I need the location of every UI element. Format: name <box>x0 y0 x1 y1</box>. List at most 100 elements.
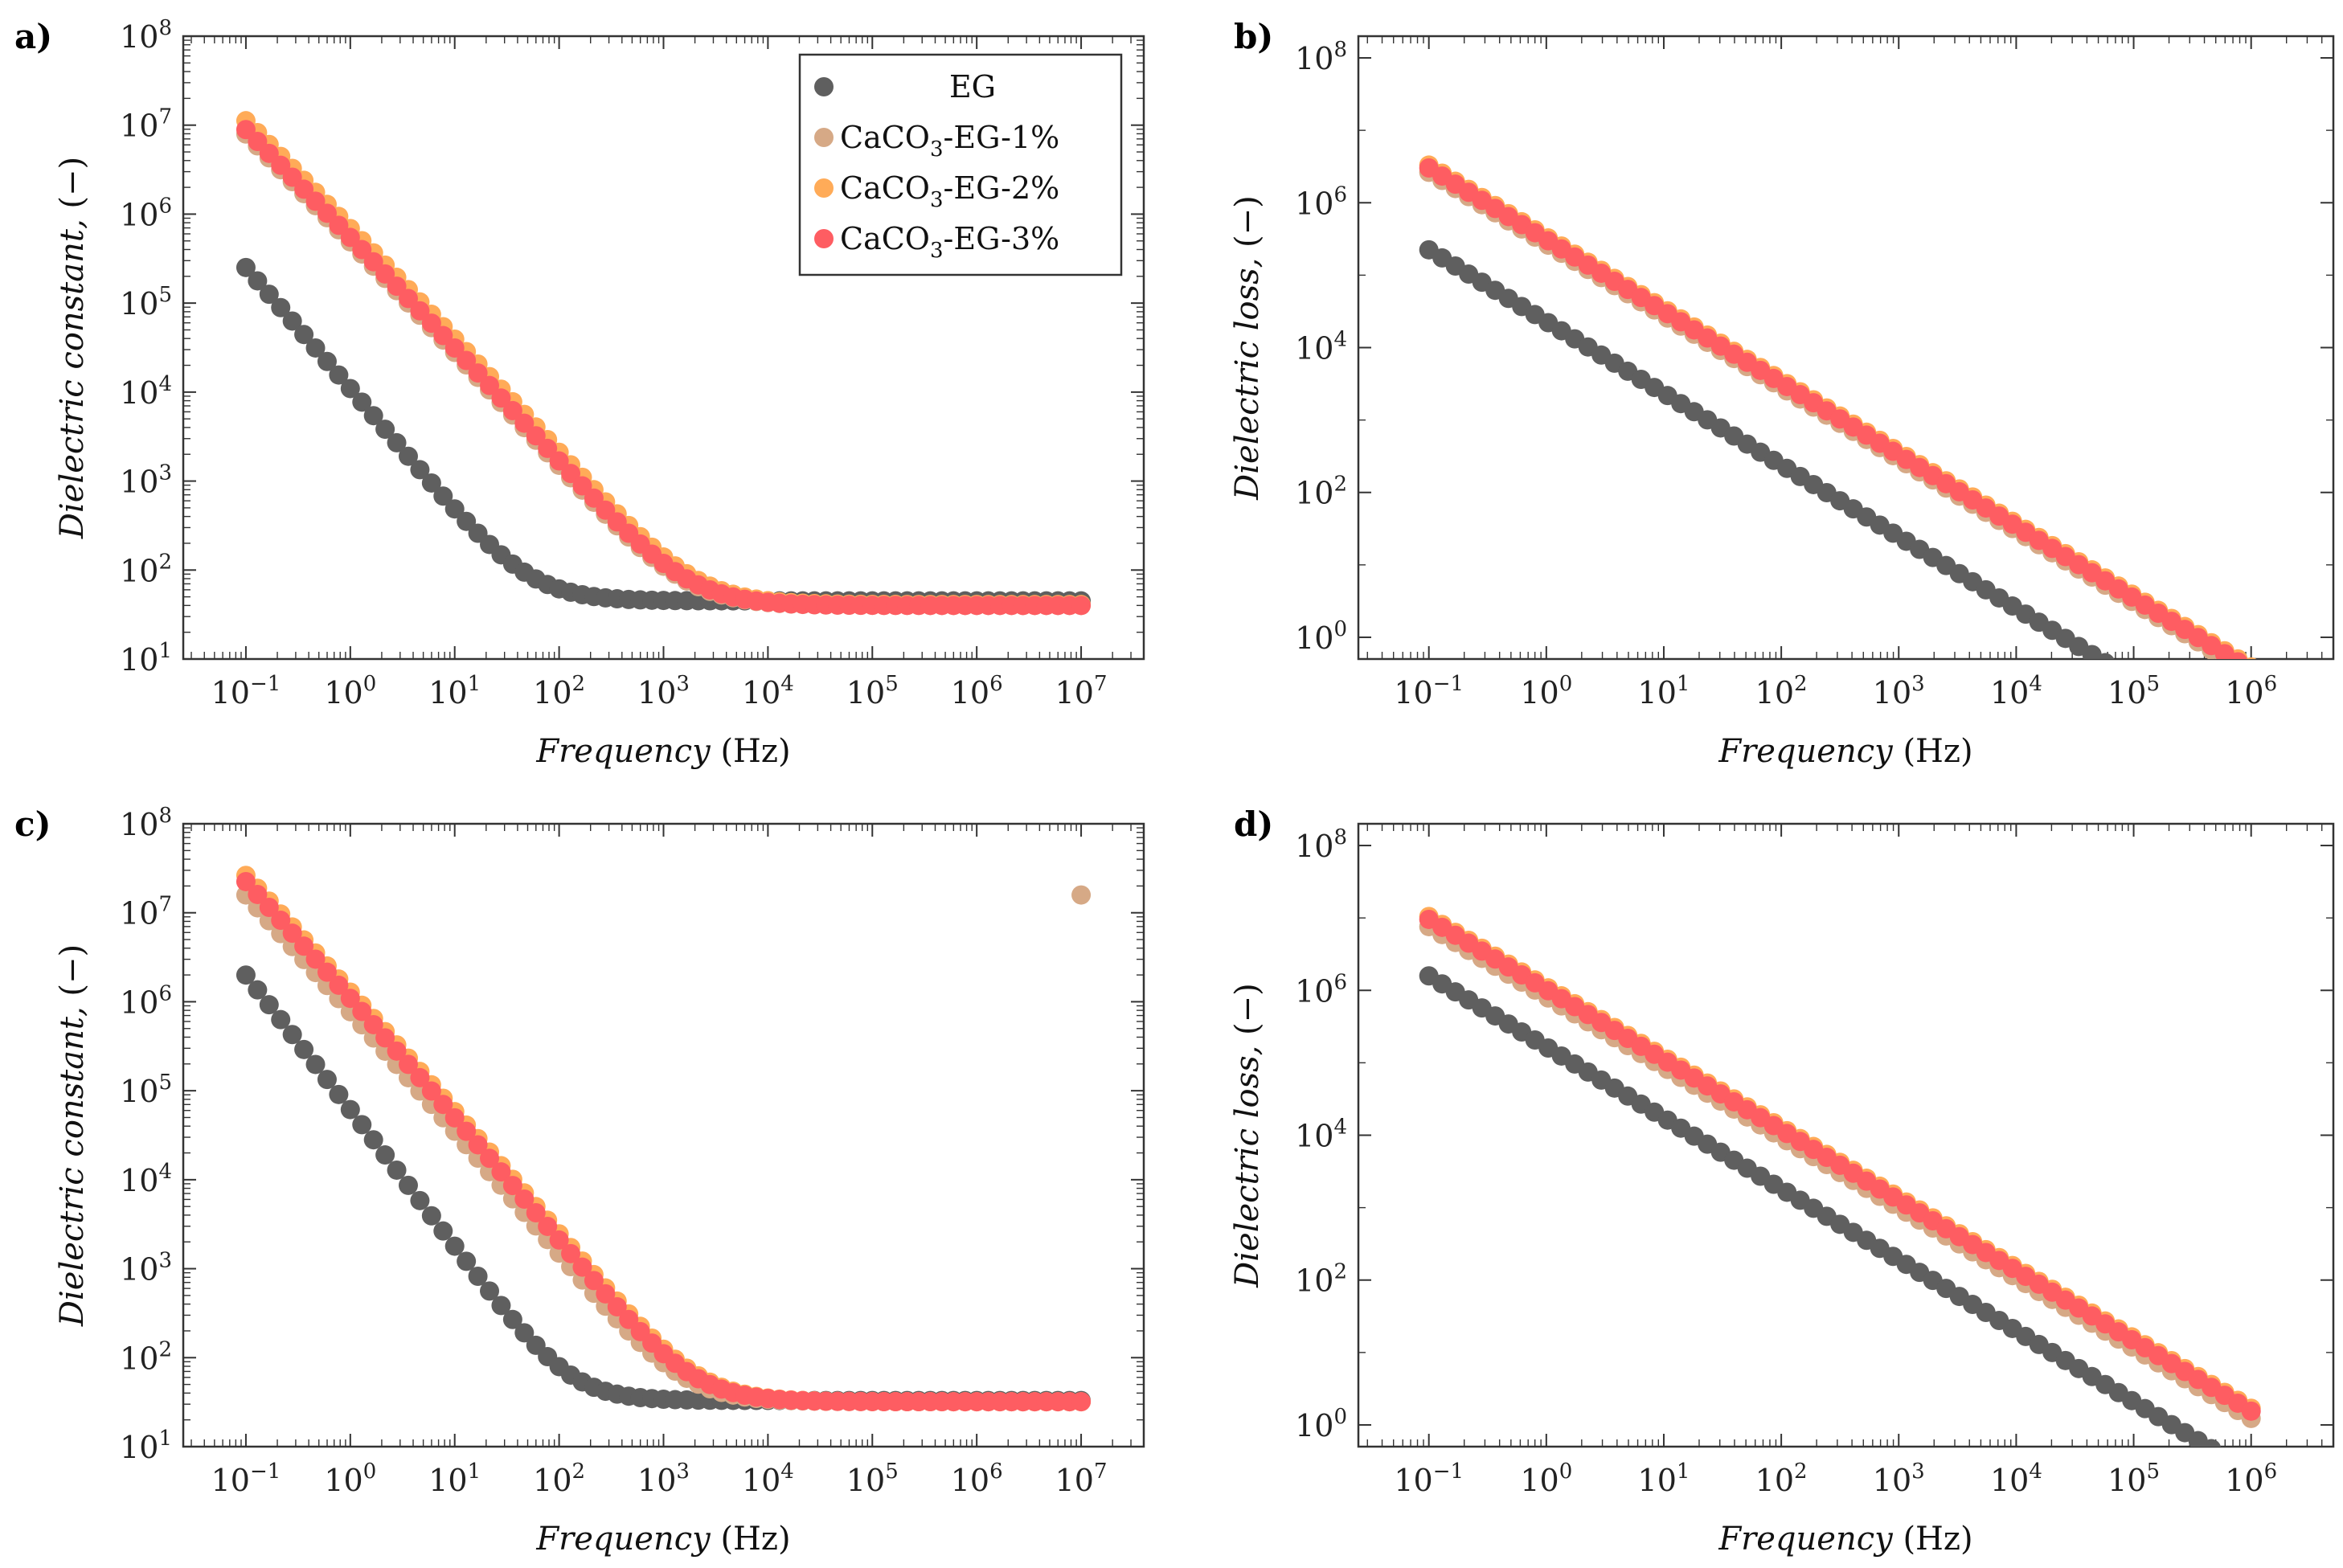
data-point <box>433 486 453 506</box>
data-point <box>329 1084 349 1104</box>
data-point <box>561 1243 581 1263</box>
y-tick-label: 102 <box>120 550 172 588</box>
y-tick-label: 101 <box>120 639 172 678</box>
y-tick-label: 108 <box>1295 825 1347 864</box>
data-point <box>549 1230 569 1250</box>
y-tick-label: 104 <box>120 372 172 411</box>
x-tick-label: 106 <box>951 1460 1003 1498</box>
x-tick-label: 10−1 <box>211 672 281 710</box>
data-point <box>236 965 256 985</box>
data-point <box>457 350 477 371</box>
x-axis-label: Frequency (Hz) <box>1718 1521 1972 1558</box>
data-point <box>1071 885 1092 905</box>
data-point <box>294 179 314 199</box>
data-point <box>352 239 372 260</box>
data-point <box>329 975 349 995</box>
y-tick-label: 108 <box>120 804 172 842</box>
data-point <box>619 1309 639 1329</box>
y-tick-label: 103 <box>120 1249 172 1288</box>
y-tick-label: 102 <box>120 1337 172 1376</box>
data-point <box>2215 726 2234 745</box>
data-point <box>538 438 558 458</box>
data-point <box>375 264 395 284</box>
data-point <box>363 1014 383 1034</box>
data-point <box>607 1297 627 1317</box>
data-point <box>561 464 581 484</box>
data-point <box>2202 718 2221 737</box>
data-point <box>2242 742 2261 761</box>
data-points <box>1419 907 2261 1447</box>
y-tick-label: 104 <box>1295 1116 1347 1154</box>
data-point <box>410 301 430 321</box>
chart-panel-b: b) 10−1 100 101 102 103 104 105 106 100 102 104 106 1… <box>1229 17 2335 770</box>
data-point <box>398 446 418 466</box>
data-point <box>329 365 349 385</box>
x-tick-label: 106 <box>951 672 1003 710</box>
panel-label: a) <box>14 17 52 56</box>
y-tick-label: 107 <box>120 105 172 144</box>
data-point <box>352 1115 372 1135</box>
x-tick-label: 105 <box>846 672 899 710</box>
data-point <box>538 1216 558 1236</box>
data-point <box>410 1067 430 1087</box>
data-point <box>317 351 337 371</box>
legend-marker <box>814 178 834 198</box>
y-tick-label: 106 <box>1295 970 1347 1009</box>
legend: EG CaCO3-EG-1% CaCO3-EG-2% CaCO3-EG-3% <box>798 53 1123 276</box>
data-point <box>387 276 407 297</box>
chart-panel-a: a) 10−1 100 101 102 103 104 105 106 107 101 102 103 1… <box>14 16 1145 770</box>
data-point <box>468 1266 488 1286</box>
data-point <box>387 1041 407 1061</box>
x-tick-label: 102 <box>533 672 585 710</box>
y-axis-label: Dielectric constant, (−) <box>54 944 91 1327</box>
x-tick-label: 102 <box>533 1460 585 1498</box>
x-tick-label: 100 <box>1520 1460 1572 1498</box>
data-point <box>444 499 465 519</box>
y-tick-label: 106 <box>1295 182 1347 221</box>
data-point <box>491 1162 511 1182</box>
data-point <box>271 297 291 317</box>
data-point <box>572 1257 592 1277</box>
data-point <box>375 1145 395 1165</box>
data-points <box>236 866 1092 1412</box>
x-tick-label: 106 <box>2225 1460 2277 1498</box>
x-axis-label: Frequency (Hz) <box>535 1521 790 1558</box>
plot-frame <box>1357 822 2335 1448</box>
data-point <box>2188 1431 2208 1447</box>
y-tick-label: 100 <box>1295 1405 1347 1443</box>
data-point <box>340 227 360 248</box>
data-point <box>398 1054 418 1075</box>
x-tick-label: 103 <box>637 1460 690 1498</box>
data-point <box>294 1039 314 1059</box>
y-tick-label: 104 <box>120 1160 172 1198</box>
data-point <box>457 1121 477 1141</box>
data-point <box>2241 1401 2261 1421</box>
data-point <box>282 923 302 944</box>
y-axis-label: Dielectric loss, (−) <box>1229 983 1266 1288</box>
data-point <box>2162 694 2181 713</box>
data-point <box>444 1107 465 1128</box>
data-point <box>317 1070 337 1090</box>
data-point <box>305 1054 326 1075</box>
data-point <box>259 897 279 917</box>
data-point <box>2228 652 2247 659</box>
data-point <box>2096 653 2115 659</box>
x-tick-label: 104 <box>1990 1460 2042 1498</box>
data-point <box>502 1309 522 1329</box>
data-point <box>468 1135 488 1155</box>
data-point <box>421 313 441 334</box>
y-tick-label: 104 <box>1295 328 1347 366</box>
data-point <box>480 1281 500 1301</box>
data-point <box>1071 596 1092 616</box>
y-axis-label: Dielectric constant, (−) <box>54 157 91 539</box>
panel-label: d) <box>1234 804 1273 844</box>
data-point <box>584 1271 604 1291</box>
data-point <box>305 949 326 969</box>
data-point <box>305 191 326 211</box>
x-tick-label: 107 <box>1055 1460 1108 1498</box>
data-point <box>468 363 488 383</box>
data-point <box>444 1236 465 1256</box>
legend-label: CaCO3-EG-1% <box>840 120 1059 162</box>
data-point <box>491 388 511 408</box>
